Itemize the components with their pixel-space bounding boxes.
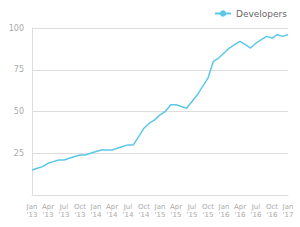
svg-text:Jul: Jul — [187, 203, 197, 211]
svg-text:Jul: Jul — [123, 203, 133, 211]
svg-text:100: 100 — [9, 24, 24, 33]
svg-text:'16: '16 — [219, 211, 230, 219]
svg-text:Jul: Jul — [59, 203, 69, 211]
svg-text:'16: '16 — [251, 211, 262, 219]
svg-text:'16: '16 — [235, 211, 246, 219]
svg-text:Jan: Jan — [282, 203, 294, 211]
svg-text:'15: '15 — [203, 211, 214, 219]
svg-text:Oct: Oct — [138, 203, 150, 211]
svg-text:'14: '14 — [91, 211, 102, 219]
svg-text:'13: '13 — [75, 211, 86, 219]
svg-text:Oct: Oct — [202, 203, 214, 211]
svg-text:'15: '15 — [155, 211, 166, 219]
svg-text:Developers: Developers — [236, 9, 287, 19]
svg-text:Oct: Oct — [266, 203, 278, 211]
svg-text:'13: '13 — [27, 211, 38, 219]
svg-text:Jan: Jan — [90, 203, 102, 211]
svg-text:'17: '17 — [283, 211, 294, 219]
svg-text:Apr: Apr — [42, 203, 54, 211]
svg-text:'13: '13 — [43, 211, 54, 219]
svg-text:'14: '14 — [123, 211, 134, 219]
svg-text:Jan: Jan — [26, 203, 38, 211]
svg-text:50: 50 — [14, 107, 24, 116]
svg-text:'16: '16 — [267, 211, 278, 219]
svg-text:'13: '13 — [59, 211, 70, 219]
svg-text:'15: '15 — [171, 211, 182, 219]
svg-text:Oct: Oct — [74, 203, 86, 211]
svg-text:Apr: Apr — [234, 203, 246, 211]
svg-text:'14: '14 — [139, 211, 150, 219]
svg-text:Jul: Jul — [251, 203, 261, 211]
svg-text:75: 75 — [14, 65, 24, 74]
svg-text:Apr: Apr — [170, 203, 182, 211]
svg-text:Apr: Apr — [106, 203, 118, 211]
svg-text:Jan: Jan — [218, 203, 230, 211]
svg-text:'15: '15 — [187, 211, 198, 219]
svg-text:Jan: Jan — [154, 203, 166, 211]
svg-text:'14: '14 — [107, 211, 118, 219]
svg-text:25: 25 — [14, 149, 24, 158]
